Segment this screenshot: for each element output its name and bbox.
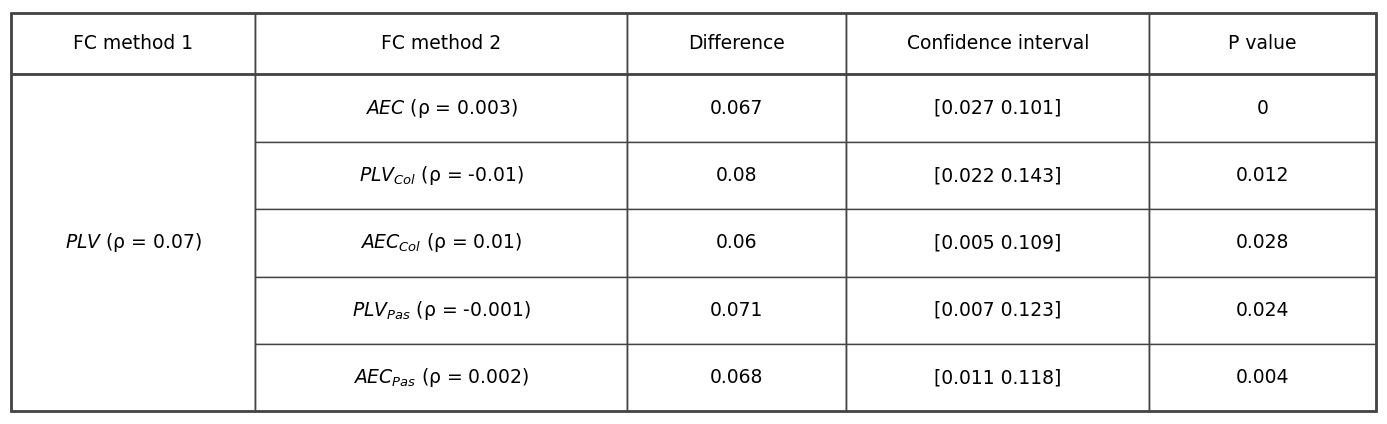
- Text: $\mathit{PLV}_{{\mathit{Pas}}}$ (ρ = -0.001): $\mathit{PLV}_{{\mathit{Pas}}}$ (ρ = -0.…: [351, 299, 530, 322]
- Bar: [627, 276, 846, 344]
- Text: P value: P value: [1229, 34, 1297, 53]
- Bar: [255, 75, 627, 142]
- Bar: [1150, 142, 1376, 209]
- Text: Confidence interval: Confidence interval: [907, 34, 1089, 53]
- Bar: [627, 142, 846, 209]
- Bar: [1150, 209, 1376, 276]
- Text: 0.068: 0.068: [710, 368, 763, 387]
- Text: 0.004: 0.004: [1236, 368, 1290, 387]
- Bar: [255, 13, 627, 75]
- Bar: [627, 209, 846, 276]
- Bar: [1150, 75, 1376, 142]
- Bar: [846, 13, 1150, 75]
- Text: 0.067: 0.067: [710, 99, 763, 118]
- Bar: [627, 344, 846, 411]
- Bar: [846, 75, 1150, 142]
- Bar: [1150, 276, 1376, 344]
- Bar: [846, 142, 1150, 209]
- Bar: [11, 75, 255, 411]
- Text: $\mathit{AEC}_{{\mathit{Pas}}}$ (ρ = 0.002): $\mathit{AEC}_{{\mathit{Pas}}}$ (ρ = 0.0…: [352, 366, 528, 389]
- Text: $\mathit{AEC}$ (ρ = 0.003): $\mathit{AEC}$ (ρ = 0.003): [365, 97, 517, 120]
- Text: 0.071: 0.071: [710, 301, 763, 320]
- Text: $\mathit{PLV}_{{\mathit{Col}}}$ (ρ = -0.01): $\mathit{PLV}_{{\mathit{Col}}}$ (ρ = -0.…: [358, 164, 523, 187]
- Bar: [846, 276, 1150, 344]
- Text: 0.024: 0.024: [1236, 301, 1290, 320]
- Text: [0.027 0.101]: [0.027 0.101]: [935, 99, 1061, 118]
- Text: [0.005 0.109]: [0.005 0.109]: [935, 233, 1061, 252]
- Bar: [255, 344, 627, 411]
- Text: FC method 2: FC method 2: [381, 34, 501, 53]
- Bar: [846, 344, 1150, 411]
- Text: $\mathit{PLV}$ (ρ = 0.07): $\mathit{PLV}$ (ρ = 0.07): [65, 232, 201, 254]
- Bar: [255, 276, 627, 344]
- Text: [0.007 0.123]: [0.007 0.123]: [935, 301, 1061, 320]
- Text: 0.08: 0.08: [716, 166, 757, 185]
- Text: FC method 1: FC method 1: [74, 34, 193, 53]
- Text: 0: 0: [1257, 99, 1269, 118]
- Text: [0.011 0.118]: [0.011 0.118]: [935, 368, 1061, 387]
- Text: $\mathit{AEC}_{{\mathit{Col}}}$ (ρ = 0.01): $\mathit{AEC}_{{\mathit{Col}}}$ (ρ = 0.0…: [359, 232, 522, 254]
- Bar: [255, 209, 627, 276]
- Text: Difference: Difference: [688, 34, 785, 53]
- Bar: [846, 209, 1150, 276]
- Bar: [11, 13, 255, 75]
- Bar: [627, 75, 846, 142]
- Bar: [1150, 344, 1376, 411]
- Text: 0.028: 0.028: [1236, 233, 1290, 252]
- Text: [0.022 0.143]: [0.022 0.143]: [933, 166, 1061, 185]
- Bar: [1150, 13, 1376, 75]
- Text: 0.06: 0.06: [716, 233, 757, 252]
- Text: 0.012: 0.012: [1236, 166, 1290, 185]
- Bar: [255, 142, 627, 209]
- Bar: [627, 13, 846, 75]
